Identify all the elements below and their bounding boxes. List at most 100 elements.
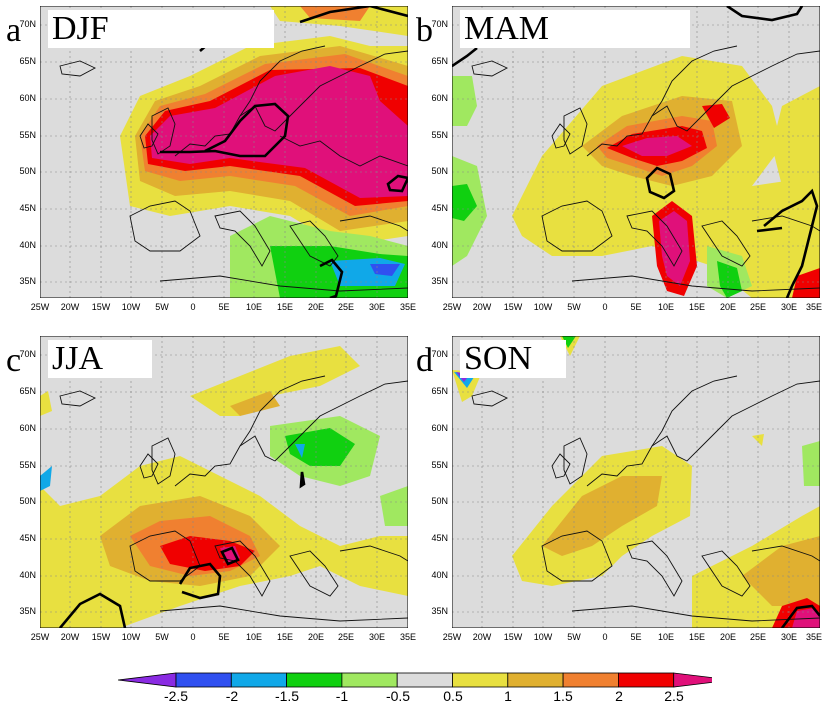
colorbar-label: -1.5 — [274, 688, 300, 704]
lat-label: 50N — [431, 166, 448, 176]
map-jja — [40, 336, 408, 628]
colorbar-segment — [562, 672, 619, 688]
lon-label: 30E — [368, 302, 385, 312]
lon-label: 10W — [533, 632, 553, 642]
panel-jja: c JJA — [6, 336, 408, 628]
lat-label: 40N — [431, 240, 448, 250]
lon-label: 30E — [780, 302, 797, 312]
colorbar-label: -1 — [335, 688, 349, 704]
lon-label: 15E — [276, 302, 293, 312]
colorbar-label: -2 — [225, 688, 239, 704]
lon-label: 35E — [399, 632, 416, 642]
lon-label: 15W — [503, 632, 523, 642]
colorbar-label: -2.5 — [163, 688, 189, 704]
colorbar-label: 2.5 — [664, 688, 684, 704]
panel-letter: d — [416, 342, 433, 379]
lat-label: 60N — [19, 423, 36, 433]
lon-label: 25E — [749, 302, 766, 312]
panel-mam: b MAM — [416, 6, 820, 298]
lon-label: 10W — [121, 302, 141, 312]
panel-letter: c — [6, 342, 22, 379]
colorbar-segment — [617, 672, 675, 688]
lat-label: 50N — [431, 496, 448, 506]
panel-son: d SON — [416, 336, 820, 628]
lat-label: 55N — [19, 460, 36, 470]
lon-label: 10W — [121, 632, 141, 642]
lon-label: 5E — [630, 302, 642, 312]
panel-djf: a DJF — [6, 6, 408, 298]
map-mam — [452, 6, 820, 298]
lon-label: 15W — [91, 302, 111, 312]
lat-label: 65N — [431, 386, 448, 396]
lon-label: 30E — [368, 632, 385, 642]
colorbar-label: 1 — [504, 688, 512, 704]
lat-label: 65N — [19, 386, 36, 396]
lat-label: 55N — [431, 460, 448, 470]
lat-label: 65N — [431, 56, 448, 66]
lat-label: 60N — [19, 93, 36, 103]
lat-label: 50N — [19, 496, 36, 506]
lon-label: 10E — [657, 632, 674, 642]
lon-label: 20W — [60, 632, 80, 642]
lat-label: 40N — [19, 570, 36, 580]
lon-label: 5W — [155, 302, 169, 312]
lat-label: 60N — [431, 93, 448, 103]
lon-label: 0 — [602, 632, 608, 642]
lat-label: 70N — [19, 19, 36, 29]
lat-label: 35N — [431, 606, 448, 616]
lat-label: 55N — [431, 130, 448, 140]
map-djf — [40, 6, 408, 298]
lon-label: 25E — [337, 632, 354, 642]
panel-title: JJA — [48, 340, 152, 378]
colorbar-segment — [452, 672, 509, 688]
lat-label: 45N — [19, 203, 36, 213]
lat-label: 45N — [431, 533, 448, 543]
panel-letter: a — [6, 12, 22, 49]
panel-title: DJF — [48, 10, 274, 48]
lon-label: 10E — [657, 302, 674, 312]
colorbar-label: 0.5 — [443, 688, 463, 704]
lon-label: 35E — [805, 302, 822, 312]
lat-label: 60N — [431, 423, 448, 433]
lon-label: 20W — [60, 302, 80, 312]
lon-label: 0 — [190, 302, 196, 312]
lon-label: 5W — [567, 632, 581, 642]
colorbar-segment — [230, 672, 288, 688]
colorbar-label: 2 — [615, 688, 623, 704]
lat-label: 35N — [431, 276, 448, 286]
lat-label: 70N — [431, 349, 448, 359]
lon-label: 15E — [688, 302, 705, 312]
lon-label: 20E — [307, 302, 324, 312]
lon-label: 20W — [472, 302, 492, 312]
colorbar-arrow-low — [118, 672, 177, 688]
lon-label: 5E — [218, 302, 230, 312]
lat-label: 45N — [19, 533, 36, 543]
lon-label: 20W — [472, 632, 492, 642]
colorbar-segment — [341, 672, 398, 688]
colorbar-label: -0.5 — [385, 688, 411, 704]
lat-label: 50N — [19, 166, 36, 176]
lon-label: 20E — [719, 632, 736, 642]
lon-label: 5E — [630, 632, 642, 642]
colorbar-segment — [396, 672, 453, 688]
lon-label: 5W — [567, 302, 581, 312]
colorbar-segment — [286, 672, 343, 688]
lon-label: 35E — [399, 302, 416, 312]
panel-title: MAM — [460, 10, 690, 48]
lon-label: 0 — [190, 632, 196, 642]
lon-label: 20E — [307, 632, 324, 642]
lon-label: 25W — [30, 302, 50, 312]
lon-label: 25W — [30, 632, 50, 642]
lon-label: 20E — [719, 302, 736, 312]
lon-label: 25W — [442, 632, 462, 642]
lon-label: 10E — [245, 632, 262, 642]
lon-label: 30E — [780, 632, 797, 642]
lon-label: 15W — [503, 302, 523, 312]
map-son — [452, 336, 820, 628]
lon-label: 15E — [276, 632, 293, 642]
lat-label: 35N — [19, 276, 36, 286]
lat-label: 65N — [19, 56, 36, 66]
lon-label: 25W — [442, 302, 462, 312]
lat-label: 35N — [19, 606, 36, 616]
colorbar-arrow-high — [673, 672, 712, 688]
